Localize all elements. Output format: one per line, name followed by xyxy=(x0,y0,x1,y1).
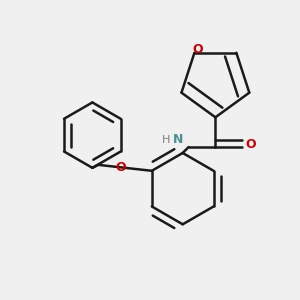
Text: O: O xyxy=(192,43,203,56)
Text: O: O xyxy=(246,138,256,151)
Text: H: H xyxy=(162,135,170,145)
Text: O: O xyxy=(115,161,126,174)
Text: N: N xyxy=(173,133,183,146)
